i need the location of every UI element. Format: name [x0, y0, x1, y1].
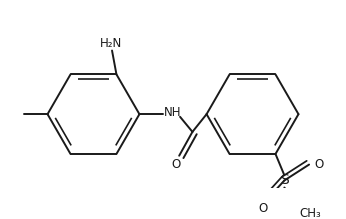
- Text: S: S: [280, 173, 289, 187]
- Text: O: O: [258, 202, 268, 215]
- Text: CH₃: CH₃: [299, 207, 321, 219]
- Text: H₂N: H₂N: [100, 37, 122, 50]
- Text: NH: NH: [164, 106, 182, 119]
- Text: O: O: [171, 158, 180, 171]
- Text: O: O: [315, 158, 324, 171]
